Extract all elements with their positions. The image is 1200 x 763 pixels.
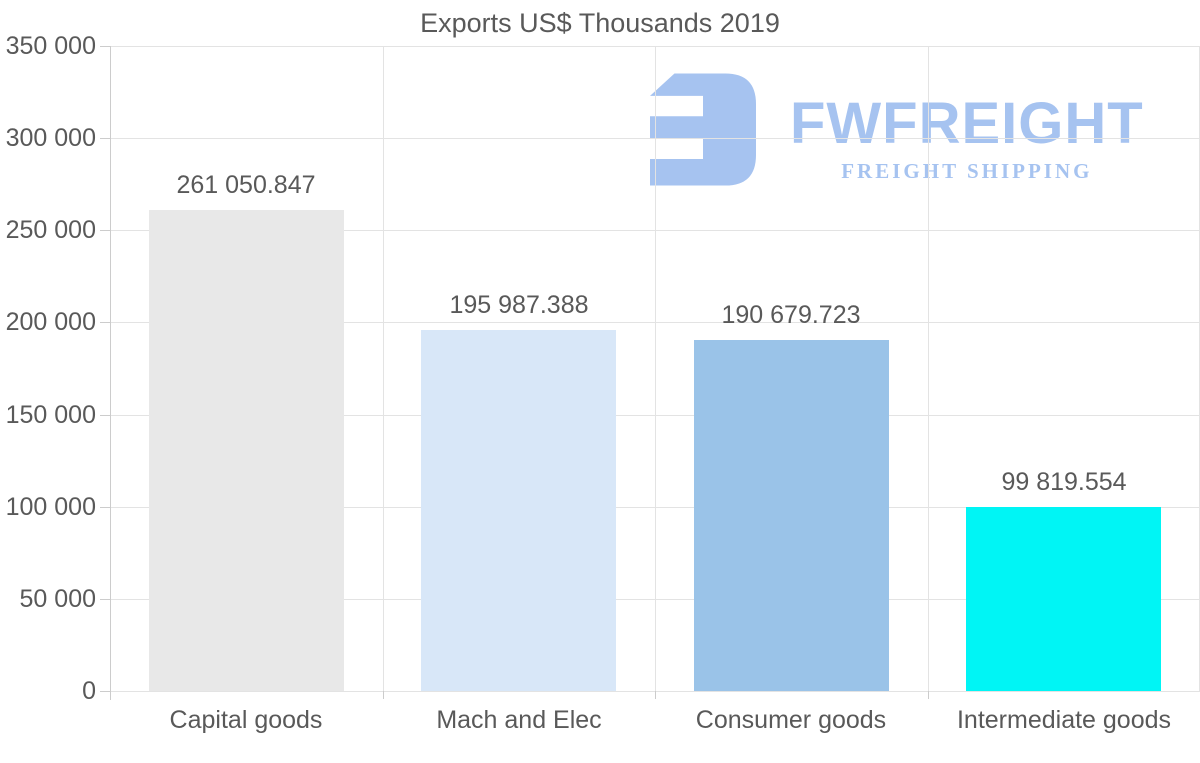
brand-wordmark: FWFREIGHT <box>790 91 1144 156</box>
x-axis-tick <box>928 691 929 699</box>
y-axis-tick <box>100 691 110 692</box>
y-axis-tick <box>100 46 110 47</box>
value-label-intermediate-goods: 99 819.554 <box>1001 468 1127 496</box>
y-axis-label: 50 000 <box>19 585 96 613</box>
value-label-consumer-goods: 190 679.723 <box>721 301 861 329</box>
y-axis-tick <box>100 507 110 508</box>
y-axis-label: 0 <box>82 677 96 705</box>
y-axis-label: 300 000 <box>5 124 96 152</box>
bar-capital-goods <box>149 210 344 691</box>
column-gridline <box>655 46 656 691</box>
y-axis-line <box>110 46 111 700</box>
fwfreight-logo-icon <box>650 73 756 186</box>
brand-tagline: FREIGHT SHIPPING <box>841 159 1093 183</box>
chart-title: Exports US$ Thousands 2019 <box>420 8 780 38</box>
category-label-mach-and-elec: Mach and Elec <box>436 706 602 734</box>
y-axis-tick <box>100 322 110 323</box>
x-axis-tick <box>383 691 384 699</box>
y-axis-tick <box>100 230 110 231</box>
y-axis-label: 150 000 <box>5 401 96 429</box>
y-axis-label: 200 000 <box>5 308 96 336</box>
bar-intermediate-goods <box>966 507 1161 691</box>
y-axis-label: 350 000 <box>5 32 96 60</box>
y-axis-tick <box>100 415 110 416</box>
category-label-capital-goods: Capital goods <box>169 706 323 734</box>
bar-consumer-goods <box>694 340 889 691</box>
value-label-mach-and-elec: 195 987.388 <box>449 291 589 319</box>
y-axis-tick <box>100 599 110 600</box>
category-label-consumer-goods: Consumer goods <box>695 706 887 734</box>
category-label-intermediate-goods: Intermediate goods <box>956 706 1172 734</box>
column-gridline <box>928 46 929 691</box>
brand-logo: FWFREIGHT FREIGHT SHIPPING <box>650 73 1144 186</box>
value-label-capital-goods: 261 050.847 <box>176 171 316 199</box>
bar-mach-and-elec <box>421 330 616 691</box>
column-gridline <box>383 46 384 691</box>
brand-text-block: FWFREIGHT FREIGHT SHIPPING <box>790 95 1144 184</box>
y-axis-tick <box>100 138 110 139</box>
x-axis-tick <box>655 691 656 699</box>
y-axis-label: 250 000 <box>5 216 96 244</box>
y-axis-label: 100 000 <box>5 493 96 521</box>
